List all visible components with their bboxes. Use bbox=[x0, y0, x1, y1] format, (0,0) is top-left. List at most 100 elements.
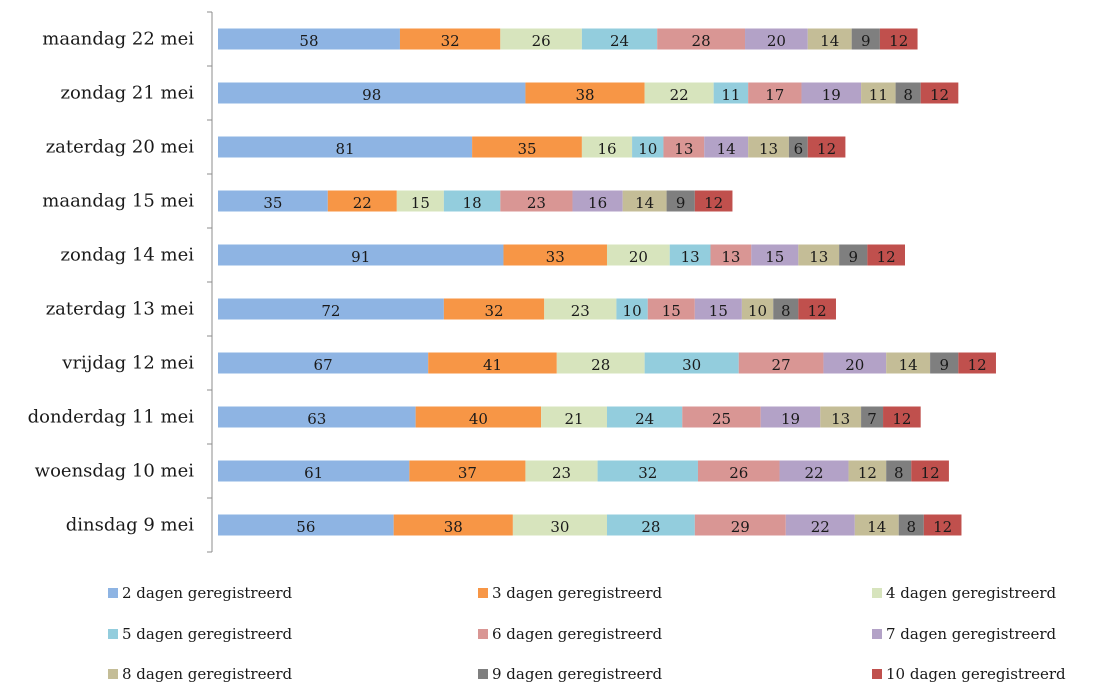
data-label: 12 bbox=[889, 32, 908, 50]
category-label: vrijdag 12 mei bbox=[61, 353, 194, 374]
data-label: 18 bbox=[463, 194, 482, 212]
bar-segment bbox=[920, 82, 959, 104]
data-label: 8 bbox=[903, 86, 913, 104]
bar-segment bbox=[399, 28, 501, 50]
bar-segment bbox=[500, 190, 573, 212]
data-label: 23 bbox=[552, 464, 571, 482]
bar-segment bbox=[839, 244, 868, 266]
bar-segment bbox=[657, 28, 746, 50]
bar-segment bbox=[798, 298, 836, 320]
bar-segment bbox=[682, 406, 761, 428]
bar-segment bbox=[644, 82, 714, 104]
data-label: 24 bbox=[610, 32, 629, 50]
bar-segment bbox=[886, 352, 931, 374]
data-label: 61 bbox=[304, 464, 323, 482]
bar-segment bbox=[694, 190, 733, 212]
category-label: zaterdag 20 mei bbox=[46, 137, 195, 158]
data-label: 81 bbox=[336, 140, 355, 158]
data-label: 22 bbox=[670, 86, 689, 104]
bar-segment bbox=[218, 244, 504, 266]
bar-segment bbox=[751, 244, 799, 266]
bar-segment bbox=[745, 28, 808, 50]
data-label: 58 bbox=[299, 32, 318, 50]
bar-segment bbox=[879, 28, 918, 50]
data-label: 6 bbox=[794, 140, 804, 158]
data-label: 12 bbox=[704, 194, 723, 212]
bar-segment bbox=[443, 298, 545, 320]
data-label: 7 bbox=[867, 410, 877, 428]
bar-segment bbox=[218, 28, 400, 50]
bar-segment bbox=[606, 406, 683, 428]
data-label: 16 bbox=[597, 140, 616, 158]
data-label: 13 bbox=[721, 248, 740, 266]
data-label: 21 bbox=[565, 410, 584, 428]
bar-segment bbox=[694, 514, 786, 536]
bar-segment bbox=[393, 514, 513, 536]
bar-segment bbox=[503, 244, 607, 266]
data-label: 12 bbox=[808, 302, 827, 320]
category-labels: maandag 22 mei zondag 21 mei zaterdag 20 m… bbox=[28, 29, 195, 536]
data-label: 33 bbox=[546, 248, 565, 266]
data-label: 15 bbox=[662, 302, 681, 320]
bar-segment bbox=[697, 460, 780, 482]
bar-segment bbox=[218, 514, 394, 536]
data-label: 12 bbox=[921, 464, 940, 482]
data-label: 23 bbox=[527, 194, 546, 212]
data-label: 41 bbox=[483, 356, 502, 374]
data-label: 20 bbox=[845, 356, 864, 374]
bar-segment bbox=[854, 514, 899, 536]
data-label: 16 bbox=[588, 194, 607, 212]
bar-segment bbox=[669, 244, 711, 266]
data-label: 26 bbox=[532, 32, 551, 50]
data-label: 12 bbox=[968, 356, 987, 374]
data-label: 11 bbox=[869, 86, 888, 104]
data-label: 20 bbox=[767, 32, 786, 50]
bar-segment bbox=[647, 298, 695, 320]
data-label: 13 bbox=[674, 140, 693, 158]
bar-segment bbox=[622, 190, 667, 212]
bar-segment bbox=[773, 298, 799, 320]
data-label: 13 bbox=[759, 140, 778, 158]
bar-segment bbox=[581, 28, 658, 50]
data-label: 12 bbox=[858, 464, 877, 482]
bar-segment bbox=[409, 460, 526, 482]
bar-segment bbox=[472, 136, 582, 158]
bar-segment bbox=[218, 136, 473, 158]
data-label: 28 bbox=[641, 518, 660, 536]
data-label: 19 bbox=[781, 410, 800, 428]
bar-segment bbox=[851, 28, 880, 50]
category-label: zondag 14 mei bbox=[60, 245, 194, 266]
data-label: 15 bbox=[411, 194, 430, 212]
data-label: 13 bbox=[681, 248, 700, 266]
data-label: 9 bbox=[848, 248, 858, 266]
bar-segment bbox=[616, 298, 648, 320]
bar-segment bbox=[218, 82, 526, 104]
bar-segment bbox=[396, 190, 444, 212]
data-label: 11 bbox=[721, 86, 740, 104]
bar-segment bbox=[748, 82, 802, 104]
data-label: 91 bbox=[351, 248, 370, 266]
bar-segment bbox=[556, 352, 645, 374]
bar-segment bbox=[581, 136, 633, 158]
data-label: 30 bbox=[682, 356, 701, 374]
bar-segment bbox=[848, 460, 887, 482]
data-label: 37 bbox=[458, 464, 477, 482]
data-label: 10 bbox=[623, 302, 642, 320]
data-label: 29 bbox=[731, 518, 750, 536]
bar-segment bbox=[713, 82, 749, 104]
bar-segment bbox=[704, 136, 749, 158]
data-label: 14 bbox=[867, 518, 886, 536]
data-label: 8 bbox=[894, 464, 904, 482]
bar-segment bbox=[867, 244, 905, 266]
data-label: 10 bbox=[638, 140, 657, 158]
data-label: 12 bbox=[930, 86, 949, 104]
bar-segment bbox=[218, 406, 416, 428]
bar-segment bbox=[525, 460, 598, 482]
category-label: maandag 15 mei bbox=[42, 191, 194, 212]
bar-segment bbox=[541, 406, 607, 428]
bar-segment bbox=[544, 298, 617, 320]
data-label: 38 bbox=[575, 86, 594, 104]
bar-segment bbox=[443, 190, 501, 212]
data-label: 13 bbox=[831, 410, 850, 428]
y-axis bbox=[207, 11, 213, 553]
